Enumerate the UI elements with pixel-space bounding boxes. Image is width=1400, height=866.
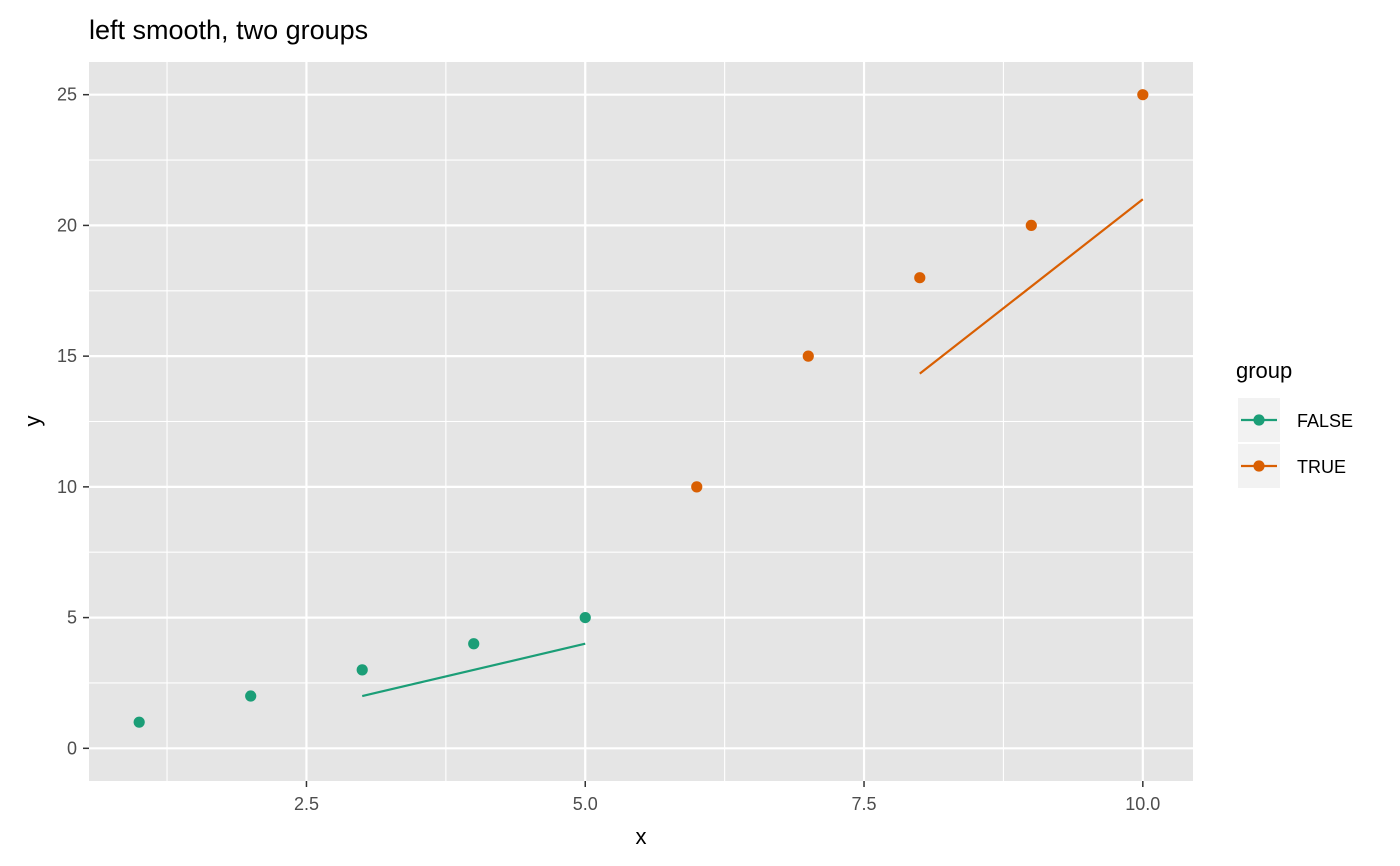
- x-tick-label: 10.0: [1125, 794, 1160, 814]
- y-tick-label: 0: [67, 738, 77, 758]
- data-point-false: [133, 716, 145, 728]
- smooth-line-true: [919, 198, 1144, 375]
- x-axis-title: x: [636, 824, 647, 849]
- legend-key-false: [1238, 398, 1280, 442]
- data-point-false: [356, 664, 368, 676]
- y-axis: 0 5 10 15 20 25: [57, 85, 89, 758]
- data-point-true: [1137, 89, 1149, 101]
- data-point-false: [245, 690, 257, 702]
- y-tick-label: 25: [57, 85, 77, 105]
- x-tick-label: 2.5: [294, 794, 319, 814]
- data-point-true: [802, 350, 814, 362]
- data-point-true: [1025, 219, 1037, 232]
- legend-items: FALSE TRUE: [1238, 398, 1353, 488]
- y-tick-label: 15: [57, 346, 77, 366]
- legend-key-true: [1238, 444, 1280, 488]
- minor-gridlines: [89, 62, 1193, 781]
- chart-title: left smooth, two groups: [89, 15, 368, 45]
- data-point-true: [691, 481, 703, 493]
- legend-title: group: [1236, 358, 1292, 383]
- data-point-false: [468, 638, 480, 650]
- data-point-true: [914, 272, 926, 284]
- smooth-line-false: [361, 642, 586, 698]
- y-tick-label: 5: [67, 608, 77, 628]
- major-gridlines: [89, 62, 1193, 781]
- smooth-lines: [361, 198, 1144, 698]
- legend-label-true: TRUE: [1297, 457, 1346, 477]
- legend-key-point: [1253, 414, 1265, 426]
- x-tick-label: 5.0: [573, 794, 598, 814]
- y-tick-label: 20: [57, 215, 77, 235]
- legend: group FALSE TRUE: [1236, 358, 1353, 488]
- legend-label-false: FALSE: [1297, 411, 1353, 431]
- legend-key-point: [1253, 460, 1265, 472]
- y-axis-title: y: [20, 416, 45, 427]
- data-point-false: [579, 611, 591, 624]
- y-tick-label: 10: [57, 477, 77, 497]
- x-tick-label: 7.5: [852, 794, 877, 814]
- data-points: [133, 89, 1149, 728]
- x-axis: 2.5 5.0 7.5 10.0: [294, 781, 1160, 814]
